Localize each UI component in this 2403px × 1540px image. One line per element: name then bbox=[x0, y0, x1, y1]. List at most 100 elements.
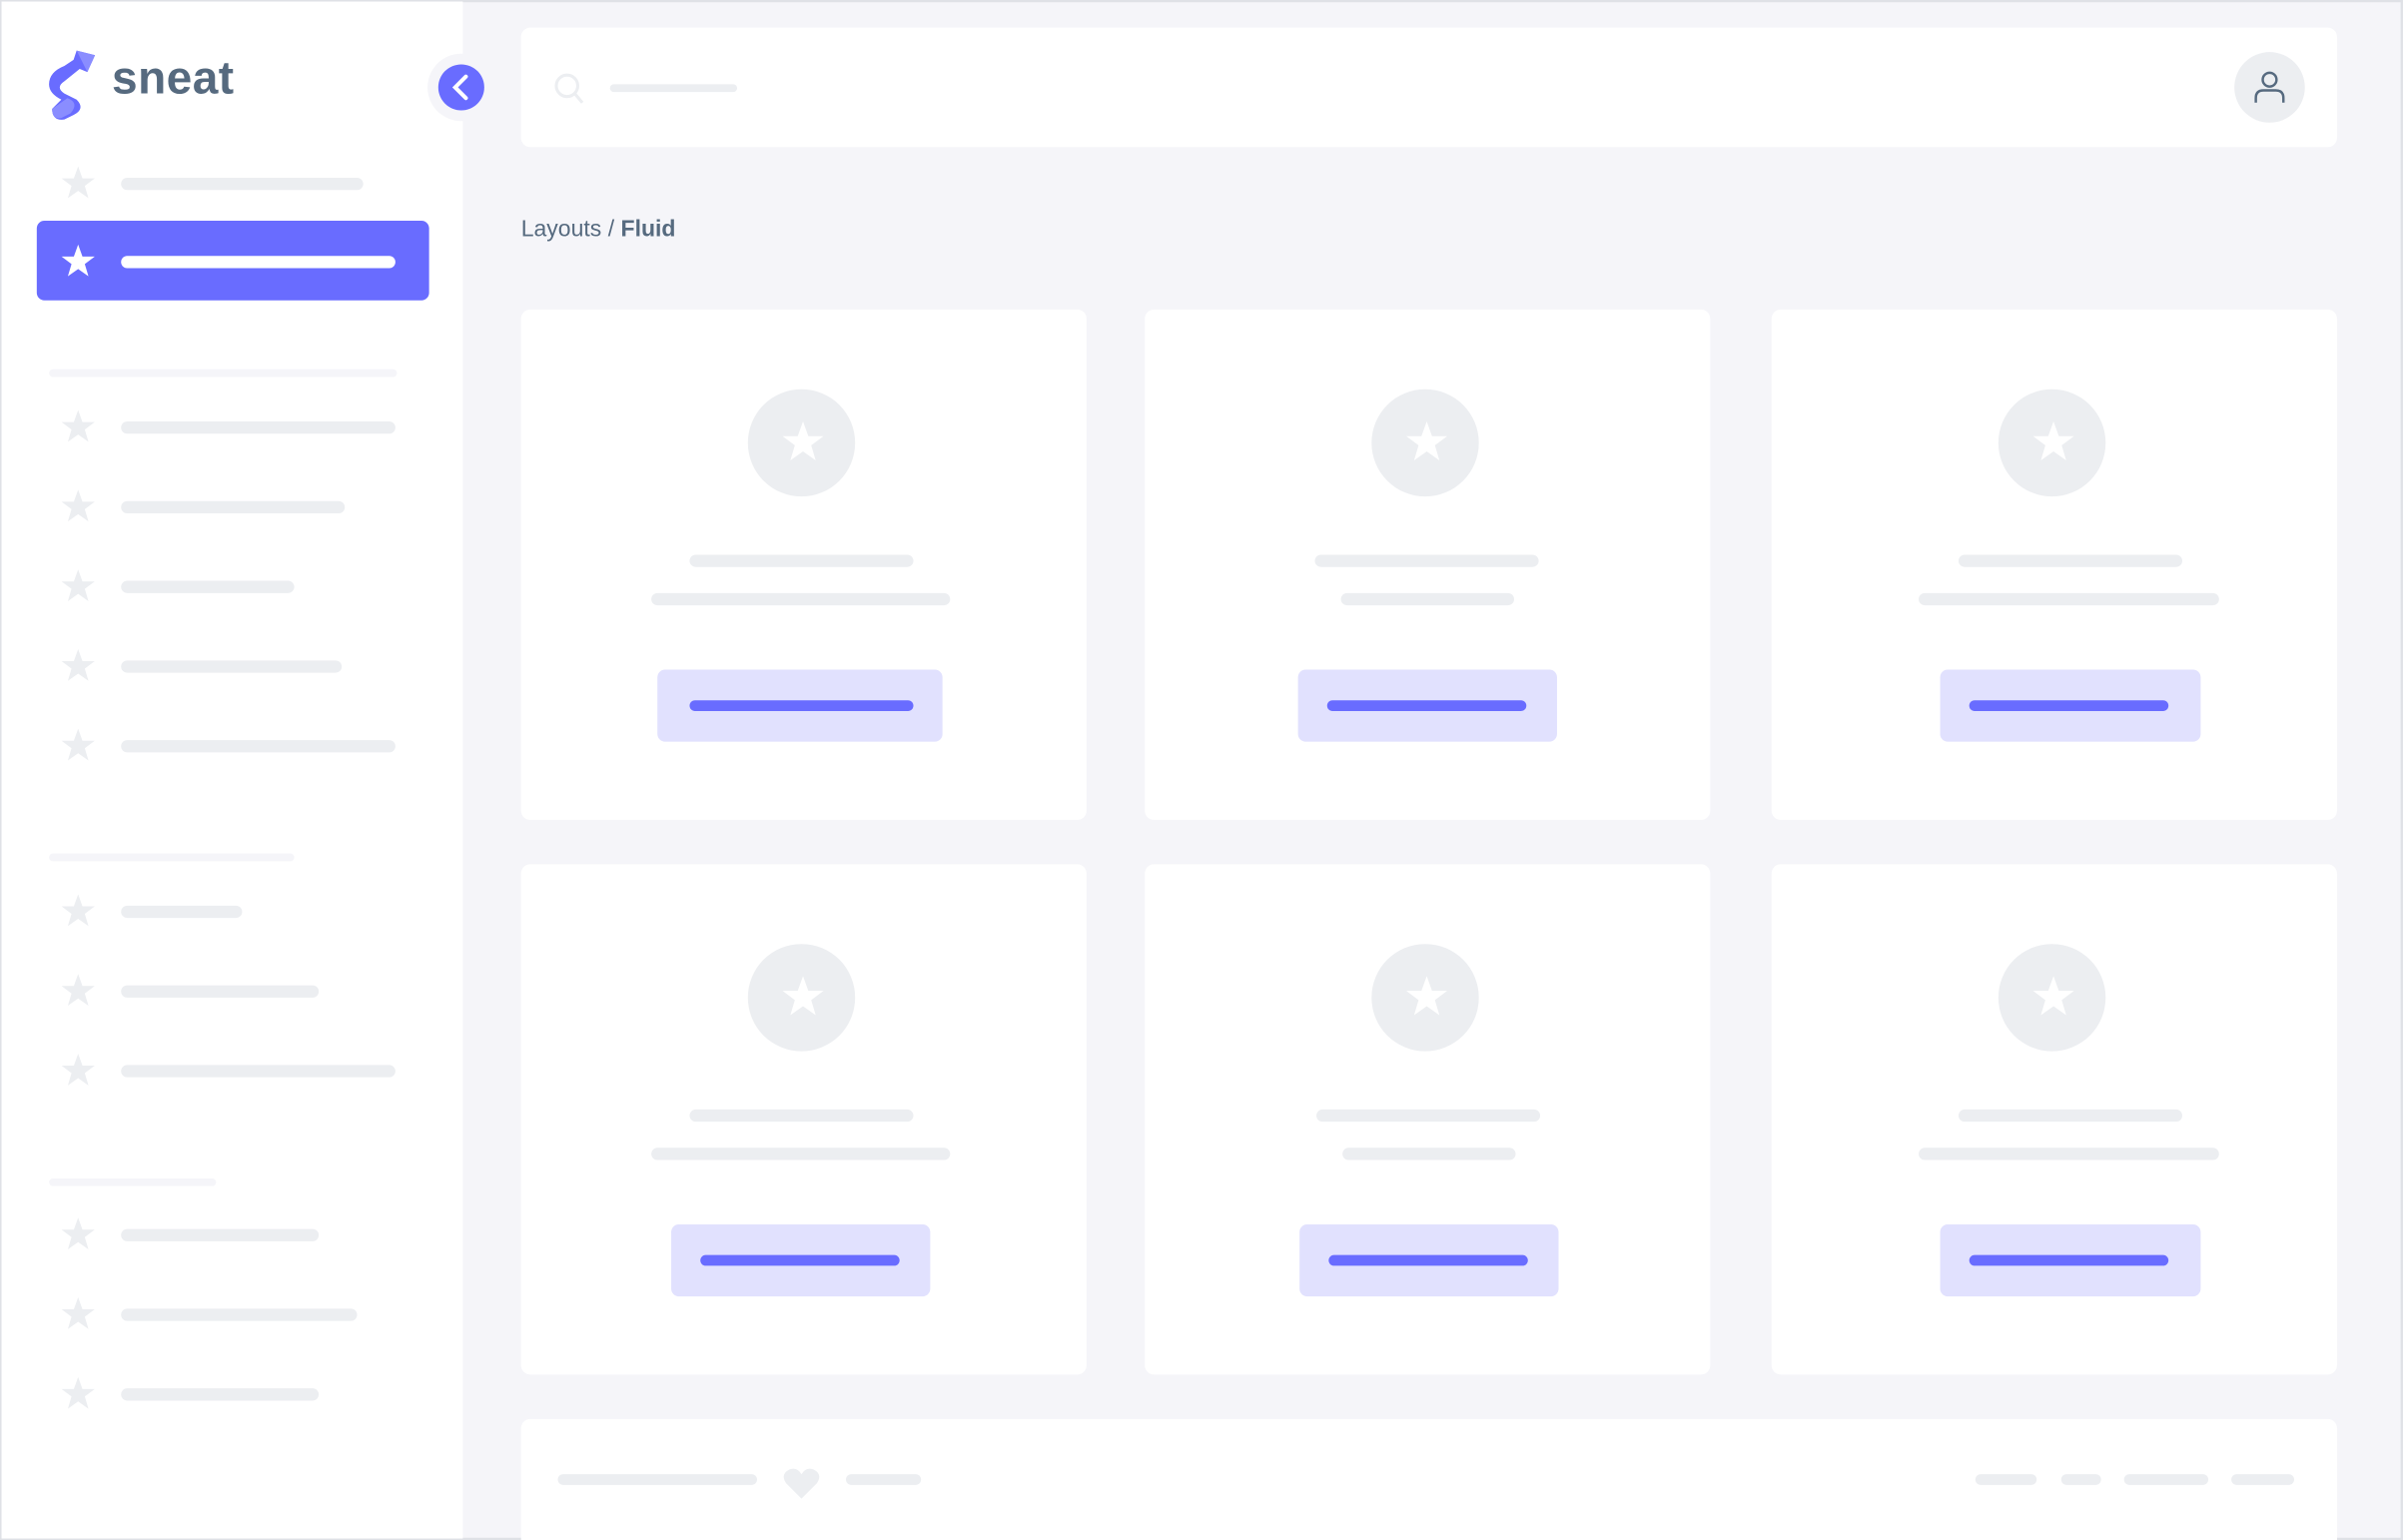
sidebar-item[interactable] bbox=[37, 232, 429, 293]
card-action-label bbox=[1328, 1254, 1528, 1266]
star-icon bbox=[58, 407, 98, 447]
content-card bbox=[520, 309, 1087, 820]
footer-copyright bbox=[557, 1474, 757, 1485]
card-icon-circle bbox=[747, 944, 856, 1052]
card-action-label bbox=[689, 700, 914, 711]
card-title-placeholder bbox=[1314, 554, 1539, 567]
card-action-label bbox=[1969, 1254, 2169, 1266]
sidebar-item-label bbox=[121, 580, 295, 593]
card-icon-circle bbox=[747, 388, 856, 497]
navbar bbox=[520, 27, 2337, 148]
sidebar-item[interactable] bbox=[37, 153, 429, 214]
card-action-button[interactable] bbox=[671, 1223, 931, 1297]
content-card bbox=[520, 864, 1087, 1375]
star-icon bbox=[778, 418, 824, 464]
sidebar-item-label bbox=[121, 420, 396, 434]
search-input[interactable] bbox=[609, 84, 738, 93]
sidebar-item[interactable] bbox=[37, 1284, 429, 1345]
star-icon bbox=[58, 567, 98, 607]
star-icon bbox=[2029, 418, 2075, 464]
user-icon bbox=[2254, 71, 2285, 103]
card-action-button[interactable] bbox=[1297, 669, 1557, 742]
chevron-left-icon bbox=[451, 74, 468, 101]
sidebar-item-label bbox=[121, 500, 346, 514]
sidebar-item-label bbox=[121, 1065, 396, 1078]
sidebar-item-label bbox=[121, 740, 396, 753]
star-icon bbox=[58, 164, 98, 204]
content-card bbox=[1771, 864, 2337, 1375]
card-title-placeholder bbox=[1958, 554, 2182, 567]
sidebar-item-label bbox=[121, 177, 364, 191]
star-icon bbox=[58, 1374, 98, 1414]
breadcrumb-parent[interactable]: Layouts bbox=[520, 216, 602, 243]
star-icon bbox=[2029, 973, 2075, 1019]
footer-link[interactable] bbox=[2060, 1474, 2101, 1485]
sidebar-item[interactable] bbox=[37, 556, 429, 617]
star-icon bbox=[1402, 973, 1448, 1019]
footer-author-link[interactable] bbox=[845, 1474, 922, 1485]
star-icon bbox=[1402, 418, 1448, 464]
sidebar-item[interactable] bbox=[37, 1204, 429, 1265]
content-card bbox=[1145, 309, 1711, 820]
breadcrumb-separator: / bbox=[601, 216, 621, 243]
card-text-placeholder bbox=[651, 592, 951, 606]
footer-link[interactable] bbox=[2231, 1474, 2294, 1485]
sidebar-item[interactable] bbox=[37, 636, 429, 697]
card-icon-circle bbox=[1998, 388, 2106, 497]
footer-link[interactable] bbox=[2123, 1474, 2209, 1485]
sidebar-item[interactable] bbox=[37, 1364, 429, 1425]
sidebar-item[interactable] bbox=[37, 961, 429, 1022]
sidebar-item[interactable] bbox=[37, 476, 429, 537]
sidebar-item[interactable] bbox=[37, 716, 429, 777]
footer-link[interactable] bbox=[1975, 1474, 2037, 1485]
sneat-logo-icon bbox=[46, 48, 101, 129]
sidebar-collapse-button[interactable] bbox=[437, 64, 484, 111]
sidebar-item[interactable] bbox=[37, 881, 429, 942]
star-icon bbox=[58, 1052, 98, 1092]
card-text-placeholder bbox=[1342, 1148, 1516, 1160]
star-icon bbox=[58, 972, 98, 1012]
card-icon-circle bbox=[1998, 944, 2106, 1052]
card-action-button[interactable] bbox=[1299, 1223, 1559, 1297]
breadcrumb: Layouts / Fluid bbox=[521, 216, 676, 242]
search-icon[interactable] bbox=[551, 71, 588, 108]
card-action-button[interactable] bbox=[1940, 1223, 2201, 1297]
sidebar-item-label bbox=[121, 1388, 320, 1401]
card-title-placeholder bbox=[1316, 1109, 1541, 1123]
card-title-placeholder bbox=[689, 554, 914, 567]
card-action-button[interactable] bbox=[657, 669, 943, 742]
footer bbox=[520, 1418, 2337, 1540]
card-title-placeholder bbox=[1958, 1109, 2182, 1123]
sidebar-item-label bbox=[121, 660, 343, 673]
card-action-label bbox=[1969, 700, 2169, 711]
heart-icon bbox=[783, 1468, 820, 1499]
sidebar-item-label bbox=[121, 256, 396, 269]
card-action-label bbox=[700, 1254, 900, 1266]
sidebar-item[interactable] bbox=[37, 1041, 429, 1102]
brand-name: sneat bbox=[112, 53, 235, 105]
star-icon bbox=[58, 892, 98, 932]
card-icon-circle bbox=[1371, 944, 1479, 1052]
sidebar-item-label bbox=[121, 905, 243, 919]
star-icon bbox=[58, 726, 98, 766]
star-icon bbox=[58, 1215, 98, 1255]
star-icon bbox=[58, 487, 98, 527]
card-action-label bbox=[1326, 700, 1527, 711]
sidebar-section-header bbox=[49, 1177, 217, 1186]
card-icon-circle bbox=[1371, 388, 1479, 497]
star-icon bbox=[58, 647, 98, 687]
card-text-placeholder bbox=[1919, 1148, 2219, 1160]
card-text-placeholder bbox=[651, 1148, 951, 1160]
content-card bbox=[1771, 309, 2337, 820]
sidebar-item-label bbox=[121, 1308, 358, 1321]
sidebar-item[interactable] bbox=[37, 396, 429, 457]
star-icon bbox=[58, 242, 98, 282]
sidebar-section-header bbox=[49, 853, 295, 862]
user-avatar-button[interactable] bbox=[2234, 52, 2305, 123]
card-text-placeholder bbox=[1340, 592, 1514, 606]
sidebar-section-header bbox=[49, 369, 398, 378]
breadcrumb-current: Fluid bbox=[620, 216, 676, 243]
star-icon bbox=[778, 973, 824, 1019]
card-action-button[interactable] bbox=[1940, 669, 2201, 742]
